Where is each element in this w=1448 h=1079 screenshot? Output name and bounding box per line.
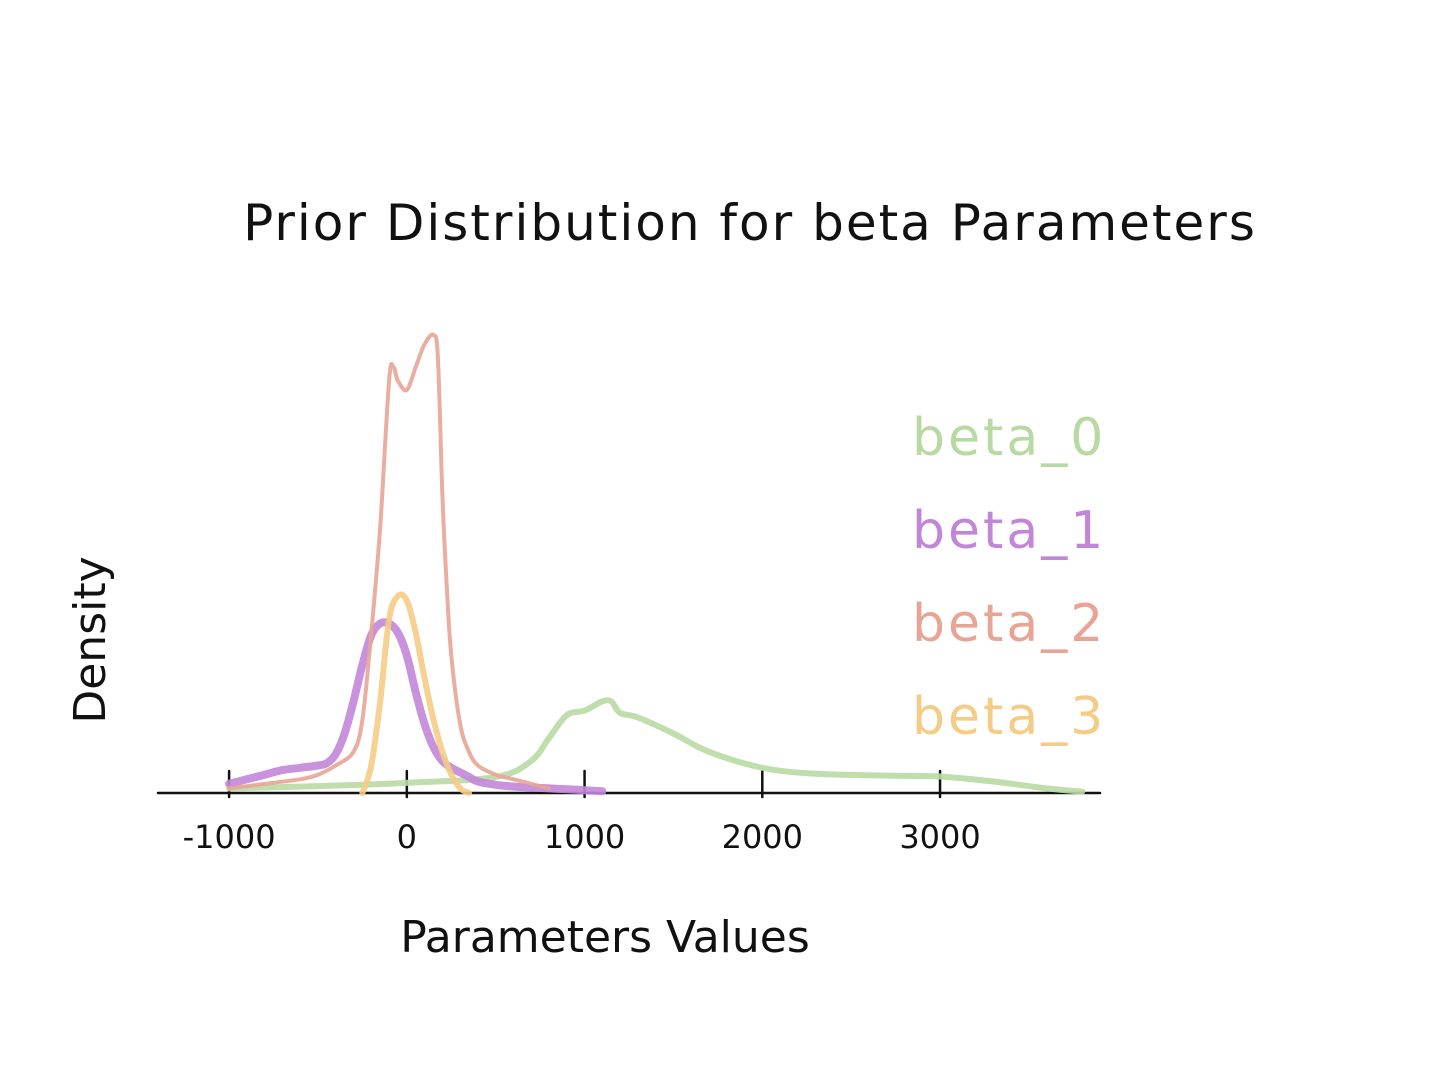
x-axis-ticks: -1000 0 1000 2000 3000 [183,769,981,856]
x-axis-label: Parameters Values [400,912,810,963]
series-line-beta-2 [227,332,551,791]
legend: beta_0 beta_1 beta_2 beta_3 [912,408,1106,747]
y-axis-label: Density [65,556,116,723]
legend-item-beta-1: beta_1 [912,501,1106,561]
series-line-beta-0 [226,697,1086,795]
x-tick-label-1: 0 [397,818,417,856]
x-tick-label-0: -1000 [183,818,276,856]
series-layer [225,332,1086,796]
legend-item-beta-2: beta_2 [912,594,1106,654]
x-tick-label-2: 1000 [544,818,625,856]
series-line-beta-1 [225,618,607,796]
x-tick-label-4: 3000 [899,818,980,856]
legend-item-beta-3: beta_3 [912,687,1106,747]
x-tick-label-3: 2000 [722,818,803,856]
series-line-beta-3 [359,591,472,796]
legend-item-beta-0: beta_0 [912,408,1106,468]
chart-title: Prior Distribution for beta Parameters [243,194,1257,252]
